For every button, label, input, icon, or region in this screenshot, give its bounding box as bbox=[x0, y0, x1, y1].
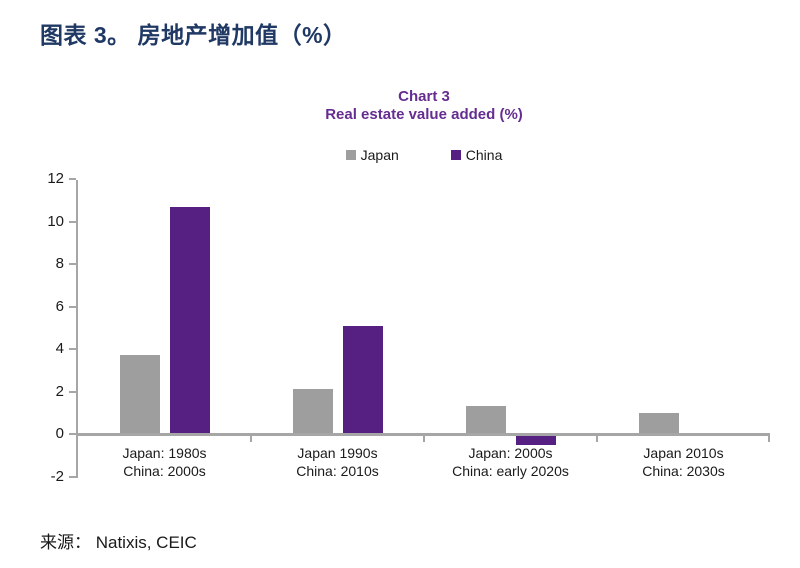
bar-japan-2 bbox=[466, 406, 506, 434]
category-label-line: China: early 2020s bbox=[452, 463, 569, 479]
x-axis-tick bbox=[250, 436, 252, 442]
y-axis-tick bbox=[69, 433, 76, 435]
category-label-0: Japan: 1980s China: 2000s bbox=[78, 444, 251, 480]
chart-heading: Chart 3 Real estate value added (%) bbox=[78, 88, 770, 124]
source-note: 来源： Natixis, CEIC bbox=[40, 533, 197, 552]
bar-china-2 bbox=[516, 436, 556, 445]
category-label-line: China: 2010s bbox=[296, 463, 379, 479]
category-label-1: Japan 1990s China: 2010s bbox=[251, 444, 424, 480]
y-axis-tick bbox=[69, 390, 76, 393]
chart-legend: Japan China bbox=[78, 147, 770, 163]
legend-label-china: China bbox=[465, 147, 503, 163]
document-title: 图表 3。 房地产增加值（%） bbox=[40, 22, 347, 48]
y-axis-tick bbox=[69, 305, 76, 308]
x-axis bbox=[78, 433, 770, 436]
y-axis-label: 6 bbox=[55, 297, 64, 315]
bar-china-1 bbox=[343, 326, 383, 434]
x-axis-tick bbox=[768, 436, 770, 442]
x-axis-tick bbox=[423, 436, 425, 442]
y-axis-tick bbox=[69, 220, 76, 223]
y-axis-tick bbox=[69, 475, 76, 478]
y-axis-tick bbox=[69, 263, 76, 265]
category-label-2: Japan: 2000s China: early 2020s bbox=[424, 444, 597, 480]
y-axis bbox=[76, 180, 78, 478]
category-label-line: Japan: 1980s bbox=[122, 445, 207, 461]
chart-subtitle: Real estate value added (%) bbox=[325, 106, 523, 123]
japan-swatch-icon bbox=[345, 150, 356, 160]
category-label-line: China: 2000s bbox=[123, 463, 206, 479]
legend-label-japan: Japan bbox=[360, 147, 399, 163]
bar-japan-0 bbox=[120, 355, 160, 434]
category-label-line: Japan 2010s bbox=[643, 445, 724, 461]
bar-japan-1 bbox=[293, 389, 333, 434]
y-axis-label: 12 bbox=[47, 170, 64, 187]
y-axis-label: 10 bbox=[47, 212, 64, 230]
plot-area: 12 10 8 6 4 2 0 -2 Japan: 1980s China: 2000s Japan… bbox=[47, 170, 770, 485]
y-axis-label: 4 bbox=[55, 340, 64, 357]
x-axis-tick bbox=[596, 436, 598, 442]
legend-item-china: China bbox=[450, 147, 503, 163]
y-axis-label: 2 bbox=[55, 382, 64, 400]
y-axis-tick bbox=[69, 178, 76, 180]
bar-japan-3 bbox=[639, 413, 679, 434]
category-label-line: Japan 1990s bbox=[297, 445, 378, 461]
y-axis-tick bbox=[69, 348, 76, 350]
category-label-3: Japan 2010s China: 2030s bbox=[597, 444, 770, 480]
china-swatch-icon bbox=[450, 150, 461, 160]
y-axis-label: 0 bbox=[55, 425, 64, 442]
legend-item-japan: Japan bbox=[345, 147, 399, 163]
chart-title: Chart 3 bbox=[398, 88, 450, 105]
y-axis-label: -2 bbox=[50, 467, 64, 485]
category-label-line: China: 2030s bbox=[642, 463, 725, 479]
bar-china-0 bbox=[170, 207, 210, 434]
category-label-line: Japan: 2000s bbox=[468, 445, 553, 461]
y-axis-label: 8 bbox=[55, 255, 64, 272]
